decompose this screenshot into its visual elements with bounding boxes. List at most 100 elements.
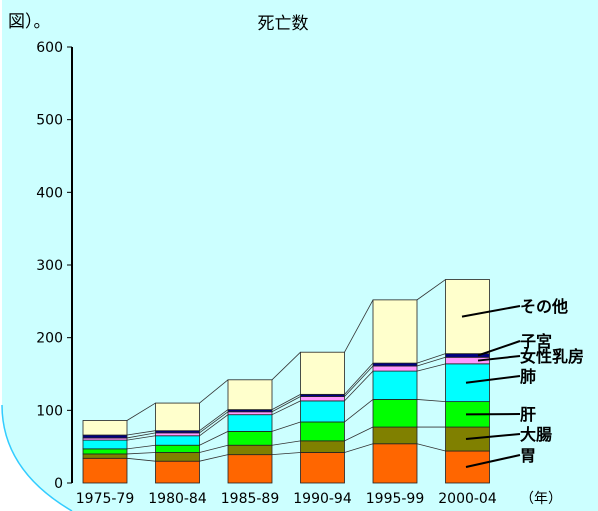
connector-line [344, 443, 374, 453]
x-tick-label: 1985-89 [221, 491, 280, 507]
connector-line [271, 440, 301, 446]
y-tick-label: 0 [54, 476, 63, 492]
connector-line [199, 444, 229, 453]
bar-segment-1980-84 [155, 452, 200, 462]
connector-line [271, 351, 301, 381]
y-tick-label: 200 [36, 331, 63, 347]
connector-line [126, 444, 156, 450]
bar-segment-1990-94 [300, 421, 345, 442]
x-tick-label: 1995-99 [366, 491, 425, 507]
series-label: 子宮 [520, 332, 552, 351]
series-label-pointer [465, 375, 521, 384]
x-axis-label: （年） [520, 491, 562, 507]
connector-line [271, 452, 301, 456]
series-label-pointer [465, 454, 521, 468]
bar-segment-1990-94 [300, 396, 345, 402]
bar-segment-1985-89 [227, 411, 273, 416]
bar-segment-1980-84 [155, 432, 200, 437]
connector-line [199, 414, 229, 437]
connector-line [271, 400, 301, 416]
series-label: 肺 [520, 367, 536, 386]
connector-line [344, 370, 374, 402]
connector-line [344, 299, 374, 353]
bar-segment-1975-79 [82, 439, 128, 450]
bar-segment-1980-84 [155, 460, 200, 484]
bar-segment-1995-99 [372, 365, 418, 372]
arc-border [1, 404, 73, 511]
series-label-pointer [477, 340, 521, 357]
series-label: その他 [520, 297, 568, 316]
series-label-pointer [477, 355, 521, 362]
series-label: 大腸 [520, 425, 552, 444]
bar-segment-1980-84 [155, 402, 200, 432]
axes: 0 100 200 300 400 500 600 1975-79 1980-84 1985-89… [36, 40, 497, 507]
y-tick-label: 600 [36, 40, 63, 56]
x-tick-label: 1990-94 [293, 491, 352, 507]
connector-line [199, 379, 229, 404]
bar-segment-1995-99 [372, 443, 418, 484]
connector-line [126, 402, 156, 421]
connector-line [126, 432, 156, 439]
connector-line [199, 454, 229, 462]
connector-line [126, 457, 156, 462]
bar-segment-1990-94 [300, 400, 345, 423]
y-tick-label: 500 [36, 113, 63, 129]
series-label: 胃 [520, 446, 536, 465]
bar-segment-1990-94 [300, 440, 345, 453]
connector-line [344, 399, 374, 423]
bar-segment-1980-84 [155, 435, 200, 446]
bar-segment-1975-79 [82, 457, 128, 484]
bar-segment-1980-84 [155, 444, 200, 453]
connector-line [416, 356, 446, 367]
x-tick-label: 2000-04 [438, 491, 497, 507]
y-tick-label: 300 [36, 258, 63, 274]
bar-segment-1985-89 [227, 379, 273, 411]
connector-line [344, 426, 374, 442]
bar-segment-1985-89 [227, 431, 273, 446]
bar-segment-1975-79 [82, 434, 128, 439]
connector-line [416, 443, 446, 452]
connector-line [271, 393, 301, 410]
bar-segment-1975-79 [82, 453, 128, 459]
connector-line [416, 353, 446, 364]
connector-line [126, 452, 156, 455]
connector-line [126, 435, 156, 441]
connector-line [126, 430, 156, 436]
bar-segment-1975-79 [82, 420, 128, 436]
y-tick-label: 400 [36, 185, 63, 201]
bar-segment-1985-89 [227, 414, 273, 432]
series-label: 女性乳房 [520, 347, 584, 366]
bar-segment-1995-99 [372, 299, 418, 364]
bars [82, 279, 490, 484]
series-label-pointer [461, 305, 521, 318]
chart-title: 死亡数 [258, 14, 309, 34]
x-tick-label: 1980-84 [148, 491, 207, 507]
connector-line [344, 362, 374, 395]
connector-line [416, 399, 446, 403]
bar-segment-1975-79 [82, 448, 128, 455]
bar-segment-1990-94 [300, 452, 345, 484]
connector-line [199, 411, 229, 434]
connector-line [271, 421, 301, 432]
connector-lines [126, 279, 446, 462]
connector-line [416, 279, 446, 301]
bar-segment-1995-99 [372, 370, 418, 400]
bar-segment-1985-89 [227, 454, 273, 484]
bar-segment-1985-89 [227, 444, 273, 456]
bar-segment-1995-99 [372, 426, 418, 445]
connector-line [199, 409, 229, 432]
bar-segment-1990-94 [300, 351, 345, 395]
connector-line [416, 363, 446, 372]
series-label-pointer [465, 433, 521, 441]
bar-segment-1995-99 [372, 399, 418, 428]
header-fragment: 図）。 [8, 12, 51, 32]
x-tick-label: 1975-79 [76, 491, 135, 507]
connector-line [199, 431, 229, 446]
connector-line [271, 396, 301, 413]
connector-line [344, 365, 374, 397]
series-label: 肝 [520, 405, 536, 424]
bar-segment-1995-99 [372, 362, 418, 367]
